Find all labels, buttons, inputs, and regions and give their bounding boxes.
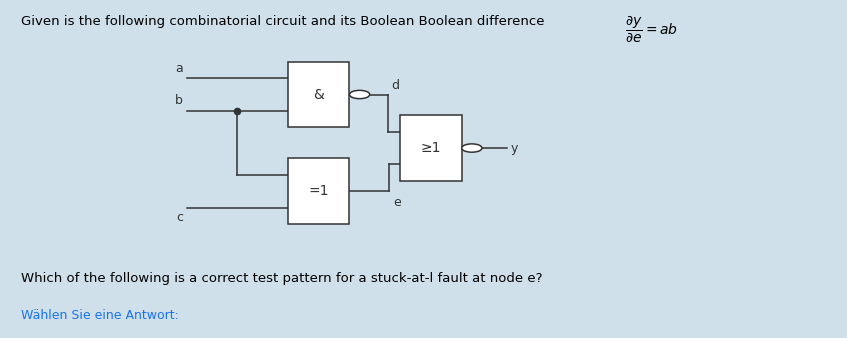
Circle shape: [350, 90, 370, 99]
Text: a: a: [175, 62, 183, 75]
Text: d: d: [391, 78, 400, 92]
Bar: [288, 62, 350, 127]
Bar: [400, 115, 462, 181]
Text: y: y: [511, 142, 518, 154]
Text: e: e: [393, 196, 401, 209]
Text: Wählen Sie eine Antwort:: Wählen Sie eine Antwort:: [21, 309, 179, 322]
Text: &: &: [313, 88, 324, 101]
Text: $\dfrac{\partial y}{\partial e} = ab$: $\dfrac{\partial y}{\partial e} = ab$: [625, 14, 678, 45]
Text: Which of the following is a correct test pattern for a stuck-at-l fault at node : Which of the following is a correct test…: [21, 272, 543, 285]
Circle shape: [462, 144, 482, 152]
Text: b: b: [175, 94, 183, 107]
Text: Given is the following combinatorial circuit and its Boolean Boolean difference: Given is the following combinatorial cir…: [21, 15, 549, 28]
Text: c: c: [176, 211, 183, 223]
Bar: [288, 159, 350, 224]
Text: ≥1: ≥1: [421, 141, 441, 155]
Text: =1: =1: [308, 184, 329, 198]
